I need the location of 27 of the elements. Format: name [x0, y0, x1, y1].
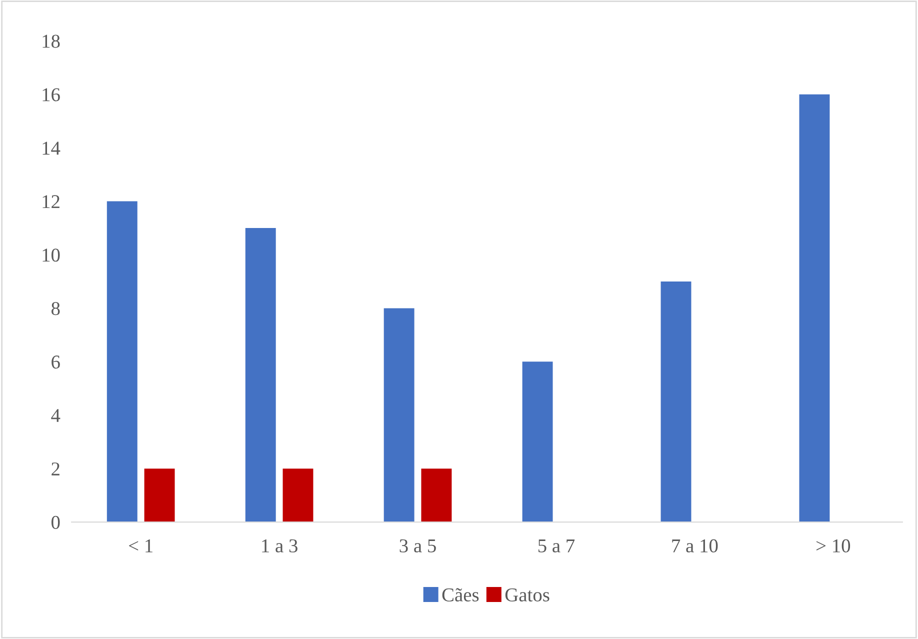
x-tick-label: 1 a 3: [262, 539, 298, 552]
legend-label: Gatos: [505, 588, 550, 602]
bar: [522, 362, 553, 522]
x-tick-label: 3 a 5: [400, 539, 436, 552]
bar: [660, 281, 692, 522]
bar: [282, 468, 314, 522]
bar: [421, 468, 452, 522]
x-tick-label: < 1: [129, 539, 152, 552]
y-tick-label: 14: [42, 142, 60, 155]
y-tick-label: 8: [52, 302, 60, 316]
y-tick-label: 6: [52, 356, 60, 369]
y-tick-label: 2: [52, 462, 60, 476]
y-tick-label: 18: [42, 34, 60, 48]
bar: [144, 468, 175, 522]
bar: [384, 308, 414, 522]
x-tick-label: 5 a 7: [538, 539, 575, 552]
bar: [106, 201, 138, 522]
y-tick-label: 10: [42, 248, 60, 262]
bar: [245, 228, 276, 522]
y-tick-label: 16: [42, 88, 60, 102]
legend-label: Cães: [442, 588, 479, 602]
x-tick-label: > 10: [816, 539, 850, 552]
y-tick-label: 0: [52, 516, 60, 529]
y-tick-label: 12: [42, 195, 60, 208]
bar: [799, 94, 830, 522]
x-tick-label: 7 a 10: [672, 539, 718, 552]
y-tick-label: 4: [51, 409, 60, 422]
